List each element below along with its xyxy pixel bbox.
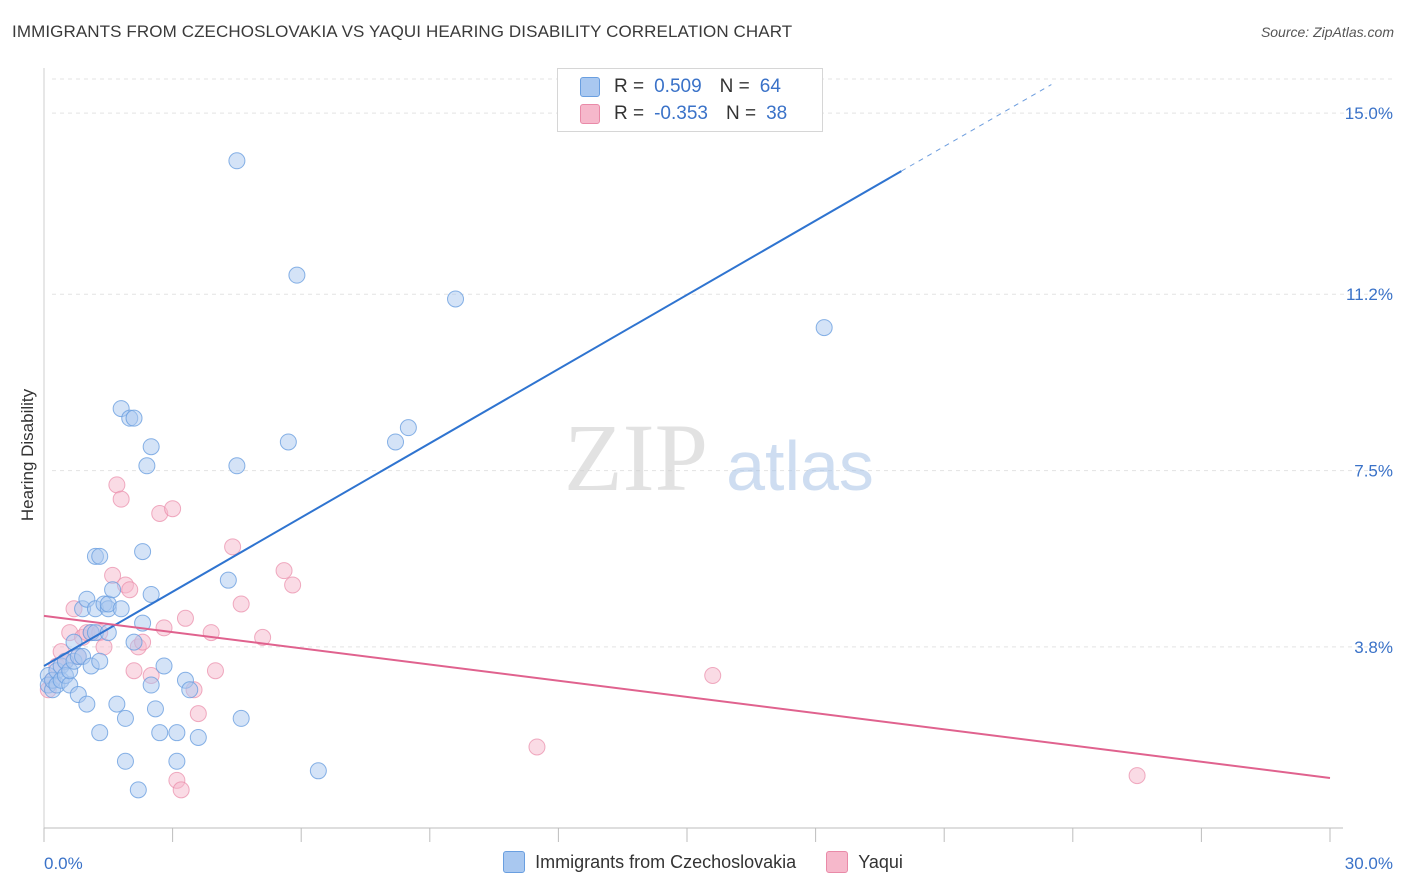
data-point-czechoslovakia [125, 409, 143, 427]
correlation-legend: R = 0.509 N = 64 R = -0.353 N = 38 [557, 68, 823, 132]
y-tick-labels: 3.8% 7.5% 11.2% 15.0% [1345, 104, 1393, 657]
r-label: R = [614, 76, 645, 97]
trend-line-czechoslovakia-extension [901, 84, 1052, 172]
r-value: -0.353 [654, 103, 708, 124]
data-point-czechoslovakia [112, 600, 130, 618]
n-value: 38 [766, 103, 788, 124]
pink-swatch [580, 104, 600, 124]
data-point-czechoslovakia [815, 319, 833, 337]
r-value: 0.509 [654, 76, 702, 97]
series-yaqui [39, 476, 1146, 799]
data-point-czechoslovakia [399, 419, 417, 437]
trend-line-yaqui [43, 614, 1331, 779]
data-point-yaqui [121, 581, 139, 599]
y-tick-label: 15.0% [1345, 104, 1393, 123]
data-point-yaqui [284, 576, 302, 594]
data-point-czechoslovakia [116, 709, 134, 727]
data-point-czechoslovakia [129, 781, 147, 799]
x-tick-label-max: 30.0% [1345, 854, 1393, 873]
trend-line-czechoslovakia [43, 170, 902, 667]
chart-title: IMMIGRANTS FROM CZECHOSLOVAKIA VS YAQUI … [12, 22, 793, 41]
data-point-czechoslovakia [104, 581, 122, 599]
x-tick-label-min: 0.0% [44, 854, 83, 873]
data-point-czechoslovakia [447, 290, 465, 308]
data-point-yaqui [704, 666, 722, 684]
y-tick-label: 7.5% [1354, 462, 1393, 481]
data-point-yaqui [254, 628, 272, 646]
data-point-czechoslovakia [151, 724, 169, 742]
data-point-yaqui [206, 662, 224, 680]
data-point-czechoslovakia [181, 681, 199, 699]
data-point-czechoslovakia [189, 728, 207, 746]
data-point-yaqui [224, 538, 242, 556]
gridlines [52, 78, 1395, 648]
data-point-czechoslovakia [228, 457, 246, 475]
legend-item-yaqui[interactable]: Yaqui [826, 851, 903, 873]
data-point-czechoslovakia [279, 433, 297, 451]
data-point-yaqui [275, 562, 293, 580]
data-point-czechoslovakia [387, 433, 405, 451]
axes [43, 68, 1343, 842]
data-point-yaqui [176, 609, 194, 627]
legend-row-yaqui: R = -0.353 N = 38 [580, 102, 787, 126]
data-point-czechoslovakia [91, 724, 109, 742]
data-point-czechoslovakia [309, 762, 327, 780]
data-point-czechoslovakia [142, 585, 160, 603]
n-label: N = [719, 76, 750, 97]
data-point-yaqui [155, 619, 173, 637]
data-point-czechoslovakia [142, 676, 160, 694]
n-value: 64 [759, 76, 781, 97]
blue-swatch [503, 851, 526, 873]
data-point-yaqui [112, 490, 130, 508]
data-point-czechoslovakia [138, 457, 156, 475]
data-point-yaqui [172, 781, 190, 799]
r-label: R = [614, 103, 645, 124]
data-point-czechoslovakia [219, 571, 237, 589]
y-axis-label: Hearing Disability [18, 388, 37, 522]
data-point-czechoslovakia [168, 724, 186, 742]
data-point-czechoslovakia [116, 752, 134, 770]
y-tick-label: 11.2% [1346, 285, 1393, 304]
data-point-yaqui [164, 500, 182, 518]
watermark-atlas: atlas [726, 427, 874, 505]
watermark: ZIP atlas [564, 404, 874, 511]
data-point-czechoslovakia [232, 709, 250, 727]
data-point-czechoslovakia [142, 438, 160, 456]
data-point-yaqui [125, 662, 143, 680]
data-point-czechoslovakia [78, 695, 96, 713]
data-point-czechoslovakia [228, 152, 246, 170]
data-point-czechoslovakia [108, 695, 126, 713]
series-legend: Immigrants from Czechoslovakia Yaqui [0, 851, 1406, 873]
data-point-yaqui [232, 595, 250, 613]
data-point-yaqui [108, 476, 126, 494]
data-point-yaqui [95, 638, 113, 656]
blue-swatch [580, 77, 600, 97]
n-label: N = [725, 103, 757, 124]
data-point-czechoslovakia [91, 547, 109, 565]
data-point-czechoslovakia [155, 657, 173, 675]
trend-lines [43, 84, 1331, 779]
watermark-zip: ZIP [564, 404, 708, 511]
data-point-czechoslovakia [288, 266, 306, 284]
data-point-yaqui [1128, 767, 1146, 785]
data-point-czechoslovakia [168, 752, 186, 770]
y-tick-label: 3.8% [1354, 638, 1393, 657]
data-point-czechoslovakia [146, 700, 164, 718]
pink-swatch [826, 851, 849, 873]
data-point-czechoslovakia [134, 543, 152, 561]
legend-item-czechoslovakia[interactable]: Immigrants from Czechoslovakia [503, 851, 796, 873]
legend-label: Immigrants from Czechoslovakia [535, 851, 797, 872]
data-point-yaqui [528, 738, 546, 756]
data-point-yaqui [189, 705, 207, 723]
legend-row-czechoslovakia: R = 0.509 N = 64 [580, 75, 781, 99]
data-point-czechoslovakia [125, 633, 143, 651]
legend-label: Yaqui [858, 851, 903, 872]
source-label: Source: ZipAtlas.com [1260, 24, 1394, 40]
data-point-czechoslovakia [91, 652, 109, 670]
